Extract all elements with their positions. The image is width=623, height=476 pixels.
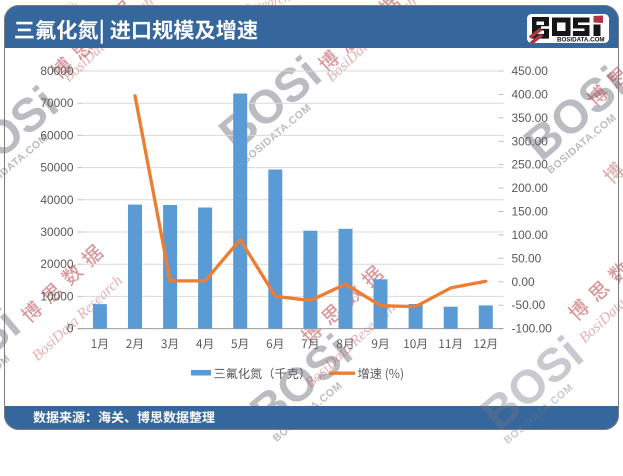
- svg-text:50.00: 50.00: [512, 251, 542, 265]
- svg-text:70000: 70000: [40, 96, 73, 110]
- svg-text:60000: 60000: [40, 128, 73, 142]
- svg-text:0: 0: [67, 322, 74, 336]
- svg-text:80000: 80000: [40, 64, 73, 78]
- svg-text:20000: 20000: [40, 257, 73, 271]
- svg-text:40000: 40000: [40, 193, 73, 207]
- svg-text:200.00: 200.00: [512, 181, 549, 195]
- svg-text:10000: 10000: [40, 289, 73, 303]
- svg-text:350.00: 350.00: [512, 111, 549, 125]
- svg-text:450.00: 450.00: [512, 64, 549, 78]
- svg-text:-50.00: -50.00: [512, 298, 546, 312]
- svg-text:0.00: 0.00: [512, 275, 536, 289]
- svg-text:50000: 50000: [40, 161, 73, 175]
- svg-text:100.00: 100.00: [512, 228, 549, 242]
- svg-text:BOSIDATA.COM: BOSIDATA.COM: [557, 36, 605, 43]
- svg-text:150.00: 150.00: [512, 205, 549, 219]
- svg-text:-100.00: -100.00: [512, 322, 553, 336]
- svg-text:30000: 30000: [40, 225, 73, 239]
- svg-text:400.00: 400.00: [512, 87, 549, 101]
- svg-text:250.00: 250.00: [512, 158, 549, 172]
- svg-text:300.00: 300.00: [512, 134, 549, 148]
